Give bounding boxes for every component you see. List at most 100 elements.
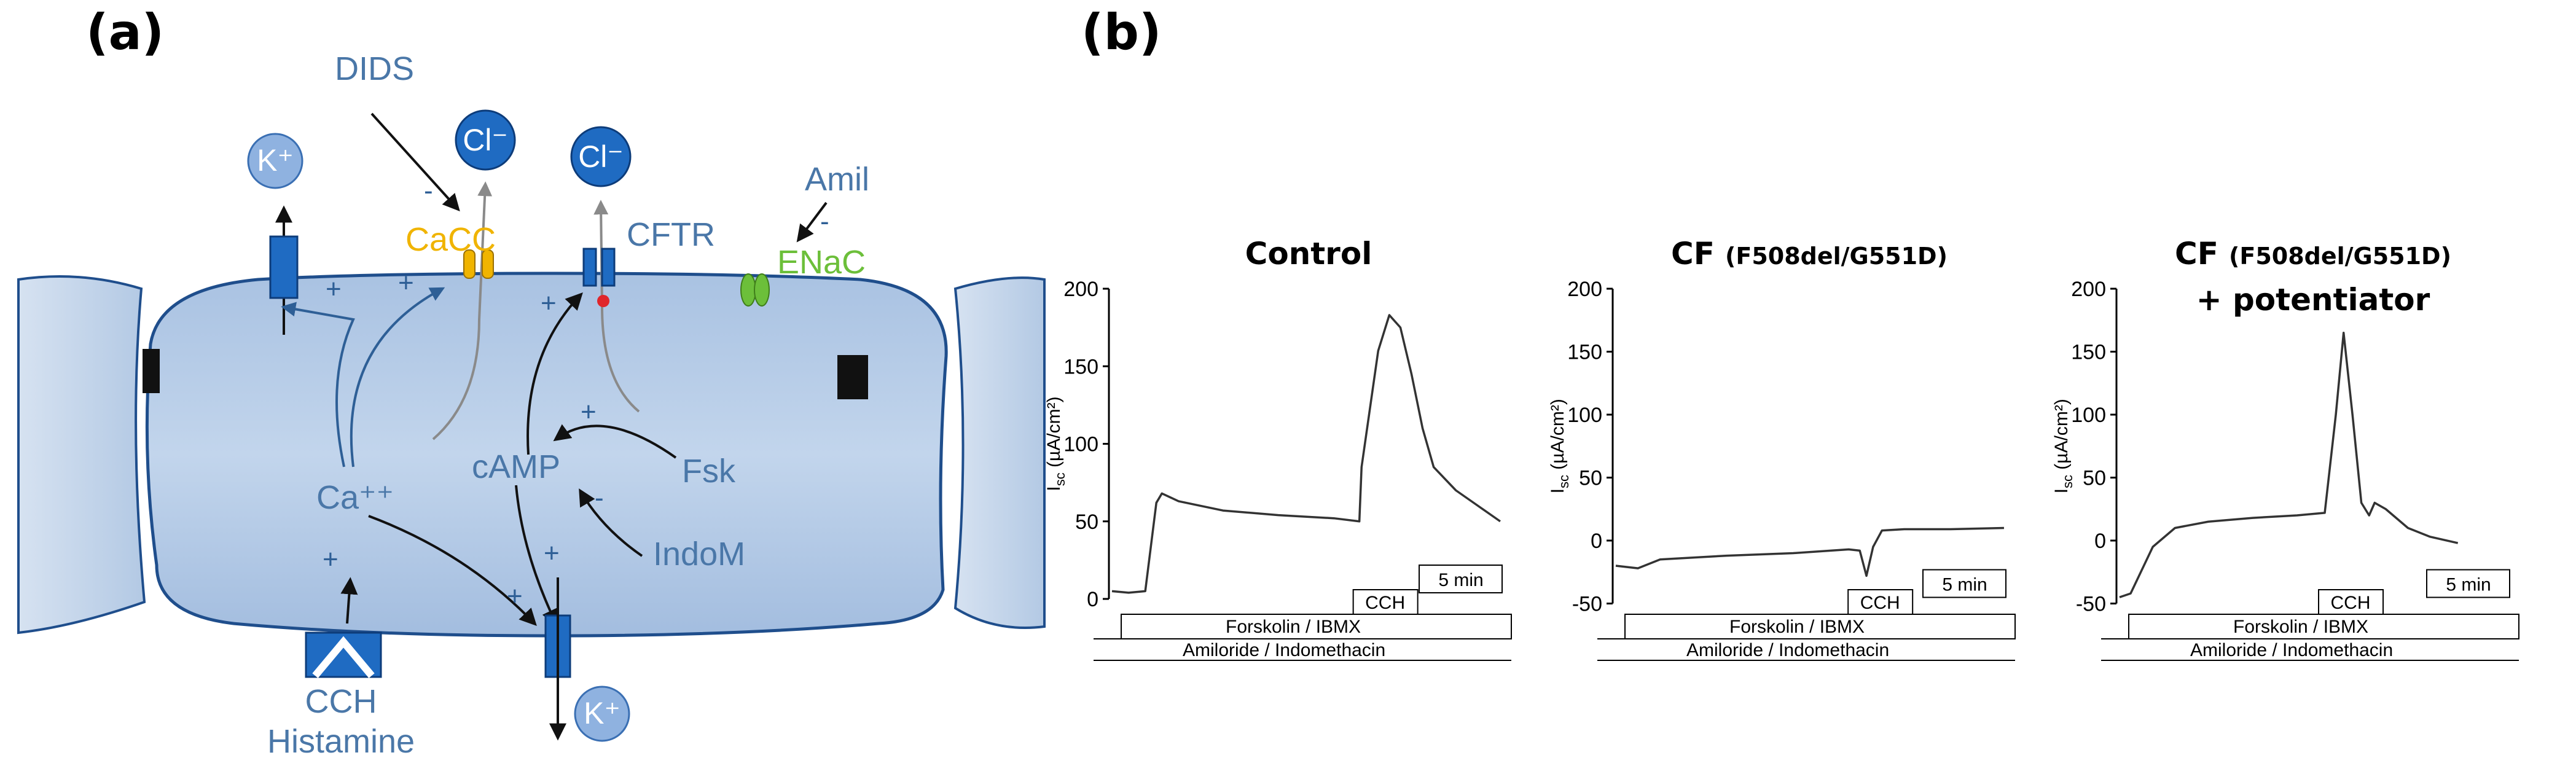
chart-cf: CF (F508del/G551D) Isc (µA/cm²) -50 0 50 100…	[1548, 236, 2016, 661]
cacc-channel-right	[482, 249, 494, 279]
chart-cf-title-line: CF (F508del/G551D)	[1671, 236, 1948, 272]
chart-potentiator-title: CF	[2175, 236, 2218, 272]
amil-inhibition-arrow	[796, 201, 828, 243]
k-channel-apical	[269, 235, 299, 299]
chart-scale-bar	[2426, 569, 2510, 598]
chart-y-tick-label: 50	[1579, 467, 1602, 490]
fsk-to-camp-arrow	[553, 424, 677, 459]
chart-y-tick-label: 50	[1075, 510, 1098, 534]
chart-ylabel: Isc (µA/cm²)	[1548, 399, 1572, 493]
amil-label: Amil	[805, 161, 869, 198]
cftr-phospho-site	[597, 295, 609, 307]
chart-ylabel: Isc (µA/cm²)	[2051, 399, 2075, 493]
chart-potentiator-title-line: CF (F508del/G551D)	[2175, 236, 2451, 272]
fsk-label: Fsk	[682, 453, 736, 490]
chart-forskolin-bar-label: Forskolin / IBMX	[1729, 617, 1865, 637]
enac-channel-right	[754, 273, 770, 307]
cch-receptor-chevron	[312, 636, 375, 678]
cacc-label: CaCC	[405, 221, 496, 258]
chart-cch-bar-label: CCH	[1860, 593, 1900, 613]
chart-y-tick-label: 100	[1063, 433, 1098, 456]
chart-trace-line	[1615, 526, 2004, 577]
chart-y-tick-label: 150	[2071, 341, 2106, 364]
histamine-label: Histamine	[267, 723, 415, 760]
camp-k-plus: +	[544, 538, 560, 568]
indom-label: IndoM	[653, 536, 745, 573]
chart-y-tick-label: 200	[1063, 278, 1098, 301]
ca-to-cacc-arrow	[350, 287, 445, 467]
cch-label: CCH	[305, 683, 377, 720]
ca-cacc-plus: +	[398, 268, 414, 298]
chart-cf-subtitle: (F508del/G551D)	[1725, 243, 1948, 270]
panel-a-label: (a)	[86, 4, 164, 61]
cacc-channel-left	[463, 249, 476, 279]
k-ion-top-label: K⁺	[257, 143, 294, 178]
chart-y-tick-label: 0	[2094, 530, 2106, 553]
tight-junction-left	[143, 349, 160, 393]
panel-b: (b)	[1081, 4, 1161, 61]
cftr-channel-left	[582, 248, 597, 287]
neighbor-cell-left	[17, 275, 146, 635]
chart-amiloride-bar-label: Amiloride / Indomethacin	[1183, 640, 1385, 660]
panel-a: (a) K⁺ Cl⁻ CaCC DIDS - Cl⁻ CFTR	[17, 4, 1046, 760]
chart-scale-bar-label: 5 min	[1942, 575, 1987, 595]
dids-inhibition-arrow	[370, 112, 460, 212]
chart-y-tick-label: 150	[1063, 355, 1098, 378]
chart-cch-bar-label: CCH	[1365, 593, 1405, 613]
cch-to-ca-arrow	[340, 577, 358, 624]
cl-ion-cftr	[570, 126, 632, 187]
chart-cf-potentiator: CF (F508del/G551D) + potentiator Isc (µA…	[2051, 236, 2519, 661]
chart-forskolin-bar	[2128, 614, 2519, 639]
chart-forskolin-bar-label: Forskolin / IBMX	[1226, 617, 1361, 637]
chart-potentiator-title-line2: + potentiator	[2196, 282, 2430, 318]
enac-label: ENaC	[777, 244, 866, 281]
chart-scale-bar-label: 5 min	[1438, 570, 1483, 590]
chart-forskolin-bar-label: Forskolin / IBMX	[2233, 617, 2368, 637]
chart-forskolin-bar	[1624, 614, 2016, 639]
chart-y-tick-label: 0	[1591, 530, 1602, 553]
dids-minus-sign: -	[424, 176, 433, 206]
chart-cch-bar-label: CCH	[2331, 593, 2371, 613]
chart-amiloride-bar-label: Amiloride / Indomethacin	[2190, 640, 2393, 660]
k-ion-bottom	[574, 686, 630, 742]
k-ion-top	[247, 133, 303, 189]
tight-junction-right	[837, 355, 868, 399]
ca-k-basolateral-plus: +	[507, 581, 523, 611]
camp-to-cftr-arrow	[527, 292, 583, 455]
panel-b-label: (b)	[1081, 4, 1161, 61]
chart-control: Control Isc (µA/cm²) 0 50 100 150 200 5 min CCH…	[1044, 236, 1512, 661]
chart-amiloride-bar-label: Amiloride / Indomethacin	[1686, 640, 1889, 660]
cl-ion-cftr-label: Cl⁻	[578, 139, 624, 174]
camp-label: cAMP	[472, 448, 560, 485]
chart-y-tick-label: 100	[2071, 404, 2106, 427]
cch-ca-plus: +	[323, 544, 339, 574]
chart-scale-bar	[1419, 565, 1503, 593]
chart-control-title: Control	[1245, 236, 1372, 272]
chart-y-tick-label: 100	[1567, 404, 1602, 427]
ca-to-k-basolateral-arrow	[368, 515, 537, 627]
chart-potentiator-subtitle: (F508del/G551D)	[2229, 243, 2451, 270]
chart-y-tick-label: 50	[2083, 467, 2106, 490]
chart-trace-line	[1111, 314, 1501, 594]
chart-y-tick-label: 200	[2071, 278, 2106, 301]
dids-label: DIDS	[335, 50, 414, 87]
chart-cf-title: CF	[1671, 236, 1715, 272]
chart-y-tick-label: 150	[1567, 341, 1602, 364]
k-ion-bottom-label: K⁺	[584, 696, 621, 730]
camp-to-k-basolateral-arrow	[515, 485, 558, 627]
chart-y-tick-label: 0	[1087, 588, 1098, 611]
cftr-channel-right	[601, 248, 616, 287]
chart-cch-bar	[2318, 589, 2384, 615]
indom-minus: -	[595, 483, 604, 513]
ca-to-k-arrow	[281, 302, 355, 467]
ca-k-plus: +	[326, 274, 342, 304]
chart-y-tick-label: -50	[1572, 593, 1602, 616]
chart-cch-bar	[1352, 589, 1419, 615]
chart-forskolin-bar	[1121, 614, 1512, 639]
neighbor-cell-right	[953, 276, 1046, 629]
cl-ion-cacc-label: Cl⁻	[463, 123, 508, 157]
epithelial-cell	[145, 272, 948, 638]
chart-trace-line	[2119, 332, 2459, 598]
fsk-plus: +	[581, 397, 597, 427]
chart-scale-bar-label: 5 min	[2446, 575, 2491, 595]
